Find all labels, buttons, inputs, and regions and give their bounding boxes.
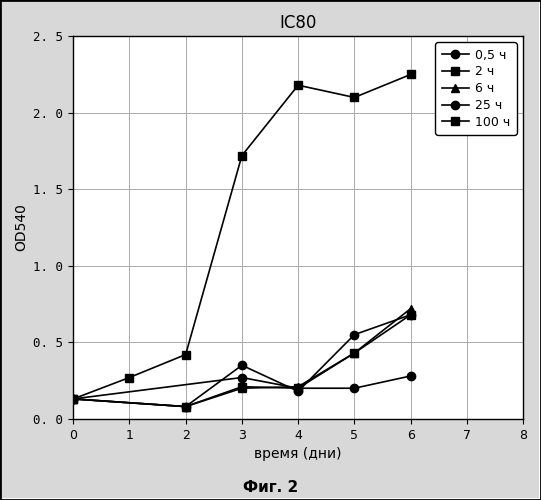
25 ч [239, 362, 245, 368]
25 ч [182, 404, 189, 409]
100 ч [407, 312, 414, 318]
2 ч [295, 82, 301, 88]
0,5 ч [295, 385, 301, 391]
100 ч [182, 404, 189, 409]
25 ч [295, 388, 301, 394]
2 ч [126, 374, 133, 380]
6 ч [295, 384, 301, 390]
Line: 6 ч: 6 ч [69, 304, 415, 411]
6 ч [70, 396, 76, 402]
0,5 ч [70, 396, 76, 402]
25 ч [407, 312, 414, 318]
100 ч [70, 396, 76, 402]
100 ч [295, 385, 301, 391]
6 ч [182, 404, 189, 409]
25 ч [70, 396, 76, 402]
0,5 ч [351, 385, 358, 391]
2 ч [351, 94, 358, 100]
6 ч [351, 350, 358, 356]
Text: Фиг. 2: Фиг. 2 [243, 480, 298, 495]
Line: 100 ч: 100 ч [69, 310, 415, 411]
Line: 25 ч: 25 ч [69, 310, 415, 411]
Legend: 0,5 ч, 2 ч, 6 ч, 25 ч, 100 ч: 0,5 ч, 2 ч, 6 ч, 25 ч, 100 ч [436, 42, 517, 135]
2 ч [239, 152, 245, 158]
2 ч [70, 396, 76, 402]
X-axis label: время (дни): время (дни) [254, 447, 342, 461]
0,5 ч [407, 373, 414, 379]
0,5 ч [239, 374, 245, 380]
2 ч [407, 72, 414, 78]
25 ч [351, 332, 358, 338]
Line: 0,5 ч: 0,5 ч [69, 372, 415, 403]
Line: 2 ч: 2 ч [69, 70, 415, 403]
Y-axis label: OD540: OD540 [14, 204, 28, 252]
6 ч [407, 306, 414, 312]
6 ч [239, 385, 245, 391]
Title: IC80: IC80 [280, 14, 317, 32]
100 ч [351, 350, 358, 356]
100 ч [239, 384, 245, 390]
2 ч [182, 352, 189, 358]
